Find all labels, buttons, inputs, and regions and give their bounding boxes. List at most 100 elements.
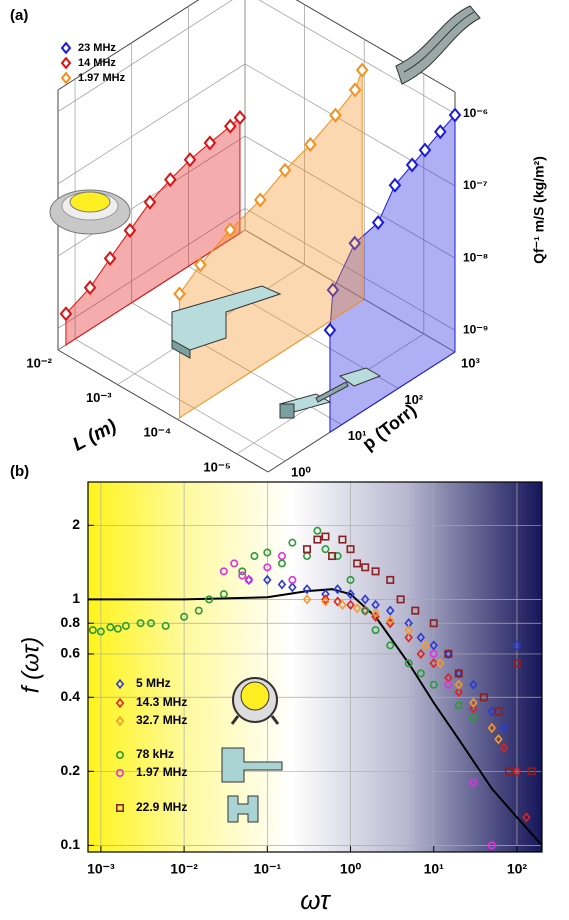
point	[321, 532, 330, 541]
point	[143, 194, 157, 210]
point	[338, 535, 347, 544]
legend-label: 78 kHz	[136, 747, 174, 761]
point	[405, 157, 419, 173]
legend-label: 22.9 MHz	[136, 800, 187, 814]
point	[527, 767, 536, 776]
grid-line	[244, 135, 456, 259]
legend-label: 23 MHz	[78, 42, 116, 54]
y-tick-label: 10⁻⁴	[143, 425, 171, 440]
point	[371, 214, 385, 231]
point	[404, 659, 413, 668]
point	[404, 625, 413, 636]
grid-line	[244, 207, 456, 331]
legend-marker	[115, 697, 125, 709]
point	[396, 595, 405, 604]
y-tick-label: 1	[72, 590, 80, 606]
point	[416, 669, 425, 678]
point	[205, 595, 214, 604]
y-tick-label: 0.4	[61, 688, 81, 704]
point	[348, 82, 362, 98]
y-axis-title: f (ωτ)	[17, 637, 44, 693]
point	[346, 599, 355, 610]
grid-line	[244, 63, 456, 187]
point	[436, 658, 445, 669]
point	[416, 632, 426, 643]
point	[233, 110, 247, 126]
cantilever-icon	[171, 285, 282, 359]
legend-marker	[115, 678, 125, 690]
point	[355, 62, 369, 78]
point	[429, 640, 438, 651]
legend-label: 5 MHz	[136, 676, 171, 690]
point	[499, 742, 509, 753]
point	[512, 640, 522, 651]
point	[348, 235, 362, 251]
ribbon-icon	[395, 5, 481, 85]
y-tick-label: 0.2	[61, 762, 81, 778]
point	[194, 606, 203, 615]
x-tick-label: 10²	[404, 392, 423, 407]
point	[333, 552, 342, 561]
point	[421, 640, 430, 651]
point	[313, 526, 322, 535]
legend-marker	[115, 715, 125, 727]
point	[121, 621, 130, 630]
point	[103, 250, 117, 266]
point	[288, 582, 297, 593]
point	[253, 192, 267, 208]
point	[230, 559, 239, 568]
point	[303, 545, 312, 554]
point	[454, 701, 463, 710]
point	[404, 632, 413, 643]
point	[244, 575, 253, 584]
point	[371, 626, 380, 635]
point	[454, 679, 464, 690]
y-tick-label: 10⁻³	[86, 390, 112, 405]
point	[469, 703, 478, 714]
point	[504, 767, 513, 776]
point	[326, 282, 340, 298]
point	[361, 606, 370, 615]
point	[346, 589, 355, 600]
legend-label: 14 MHz	[78, 57, 116, 69]
point	[360, 594, 370, 605]
grid-line	[244, 229, 456, 353]
point	[302, 594, 312, 605]
point	[161, 621, 170, 630]
point	[238, 567, 247, 576]
point	[371, 607, 380, 619]
x-tick-label: 10²	[507, 861, 528, 877]
legend-label: 1.97 MHz	[136, 765, 187, 779]
point	[371, 567, 380, 576]
paddle-icon	[278, 367, 382, 419]
point	[487, 706, 497, 717]
point	[416, 648, 426, 660]
point	[429, 680, 438, 689]
x-tick-label: 10¹	[424, 861, 445, 877]
grid-line	[57, 63, 246, 185]
point	[183, 152, 197, 168]
point	[59, 306, 73, 322]
point	[333, 596, 342, 607]
point	[277, 559, 286, 568]
x-tick-label: 10⁻¹	[254, 861, 282, 877]
x-tick-label: 10⁻²	[170, 861, 198, 877]
point	[338, 599, 347, 610]
point	[313, 535, 322, 544]
point	[263, 563, 272, 572]
legend-label: 32.7 MHz	[136, 713, 187, 727]
point	[328, 552, 337, 561]
point	[346, 575, 355, 584]
point	[223, 118, 237, 134]
legend-label: 14.3 MHz	[136, 695, 187, 709]
point	[146, 619, 155, 628]
point	[329, 107, 342, 123]
point	[180, 612, 189, 621]
y-tick-label: 0.6	[61, 645, 81, 661]
point	[238, 571, 247, 580]
grid-line	[57, 135, 246, 257]
point	[448, 107, 462, 123]
point	[106, 623, 115, 632]
point	[250, 552, 259, 561]
